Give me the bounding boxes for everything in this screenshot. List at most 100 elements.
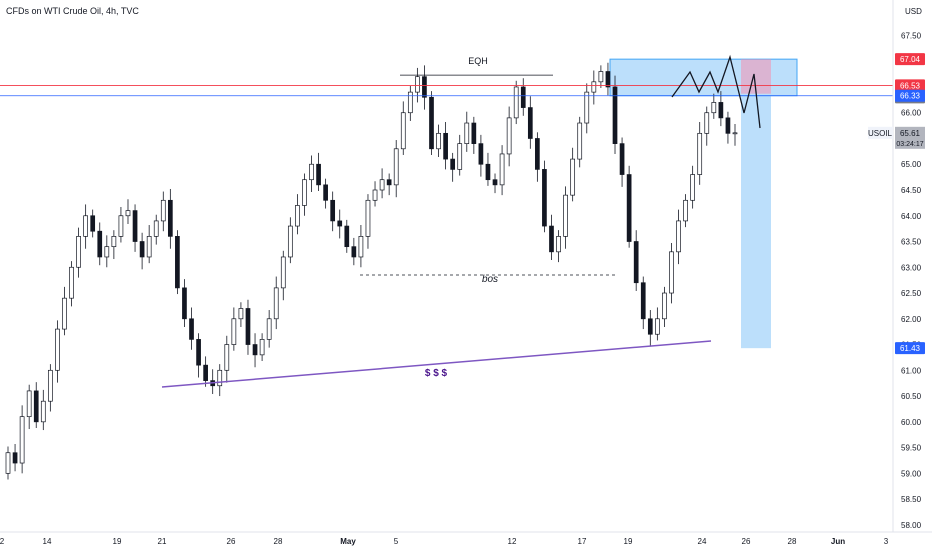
candle-body <box>527 107 533 139</box>
y-tick-label: 58.00 <box>901 521 922 530</box>
price-tag-value: 67.04 <box>900 55 921 64</box>
candle-body <box>619 143 625 175</box>
candle-body <box>323 184 328 201</box>
candle-body <box>457 143 463 170</box>
candle <box>139 232 145 270</box>
candle-body <box>132 210 138 242</box>
candle-body <box>316 163 321 186</box>
candle <box>55 320 60 383</box>
candle-body <box>443 132 448 160</box>
y-tick-label: 59.00 <box>901 469 922 478</box>
y-tick-label: 62.50 <box>901 289 922 298</box>
candle-body <box>252 344 258 356</box>
y-tick-label: 63.50 <box>901 238 922 247</box>
candle <box>259 333 265 362</box>
candle-body <box>393 148 399 186</box>
candle-body <box>570 158 576 196</box>
candle <box>457 134 463 176</box>
candle-body <box>196 339 201 366</box>
price-tag: 61.43 <box>895 342 925 355</box>
candle-body <box>104 246 110 258</box>
candle-body <box>5 452 11 474</box>
candle <box>217 364 223 397</box>
candle <box>513 80 519 125</box>
candle-body <box>633 241 639 284</box>
candle-body <box>337 220 343 227</box>
candle-body <box>231 318 237 345</box>
candle <box>372 181 378 207</box>
candle-body <box>111 236 117 248</box>
zones-layer <box>609 58 798 349</box>
candle-body <box>598 71 604 83</box>
candle <box>189 307 194 350</box>
candle <box>697 122 703 185</box>
candle <box>238 302 244 328</box>
candle <box>273 276 279 330</box>
candle <box>499 145 505 196</box>
candle-body <box>189 318 194 340</box>
candle-body <box>584 91 590 124</box>
candle <box>393 140 399 198</box>
candle <box>47 364 53 412</box>
candle-body <box>718 102 724 119</box>
candle <box>478 134 484 177</box>
candle-body <box>83 215 88 237</box>
y-tick-label: 61.00 <box>901 366 922 375</box>
y-tick-label: 64.00 <box>901 212 922 221</box>
current-price-tag: USOIL 65.61 03:24:17 <box>868 126 925 149</box>
candle <box>252 333 258 368</box>
candle <box>83 204 88 249</box>
x-tick-label: 2 <box>0 537 5 546</box>
current-price-bg <box>895 126 925 149</box>
countdown-label: 03:24:17 <box>896 141 923 148</box>
candle <box>732 124 738 146</box>
candle-body <box>90 215 96 232</box>
x-tick-label: 26 <box>227 537 236 546</box>
candle <box>683 194 688 228</box>
candle-body <box>690 174 696 201</box>
candle-body <box>224 344 230 371</box>
candle-body <box>697 132 703 175</box>
current-price-value: 65.61 <box>900 129 921 138</box>
candle <box>337 209 343 239</box>
candle-body <box>577 122 583 160</box>
symbol-label: USOIL <box>868 129 893 138</box>
candle <box>344 219 350 253</box>
candle-body <box>47 369 53 402</box>
support-trendline <box>161 340 712 388</box>
candle <box>542 160 547 233</box>
x-tick-label: 3 <box>884 537 889 546</box>
candle-body <box>542 169 547 227</box>
candle-body <box>520 86 526 108</box>
y-tick-label: 59.50 <box>901 444 922 453</box>
candle <box>464 111 470 152</box>
candle <box>196 333 201 378</box>
candle-body <box>464 122 470 144</box>
price-tag-value: 61.43 <box>900 344 921 353</box>
x-tick-label: May <box>340 537 356 546</box>
candle-body <box>330 199 336 222</box>
projection-path <box>671 54 761 129</box>
candle-body <box>372 189 378 201</box>
candle-body <box>358 236 364 258</box>
candle <box>570 147 576 202</box>
candle-body <box>76 236 81 268</box>
candle <box>351 237 357 266</box>
price-axis[interactable]: 58.0058.5059.0059.5060.0060.5061.0061.50… <box>868 0 925 532</box>
candle <box>19 405 25 474</box>
candle <box>662 286 667 328</box>
candle-body <box>309 163 314 181</box>
candle-body <box>245 308 251 345</box>
candle-body <box>12 452 18 464</box>
candle-body <box>146 236 152 258</box>
candle-body <box>549 225 554 253</box>
y-tick-label: 63.00 <box>901 263 922 272</box>
candle <box>584 83 590 134</box>
candle <box>132 204 138 252</box>
levels-layer <box>0 54 893 388</box>
x-tick-label: 28 <box>788 537 797 546</box>
candle-body <box>266 318 272 340</box>
time-axis[interactable]: 2 14 19 21 26 28 May 5 12 17 19 24 26 28 Jun 3 <box>0 531 932 546</box>
candle <box>76 227 81 278</box>
